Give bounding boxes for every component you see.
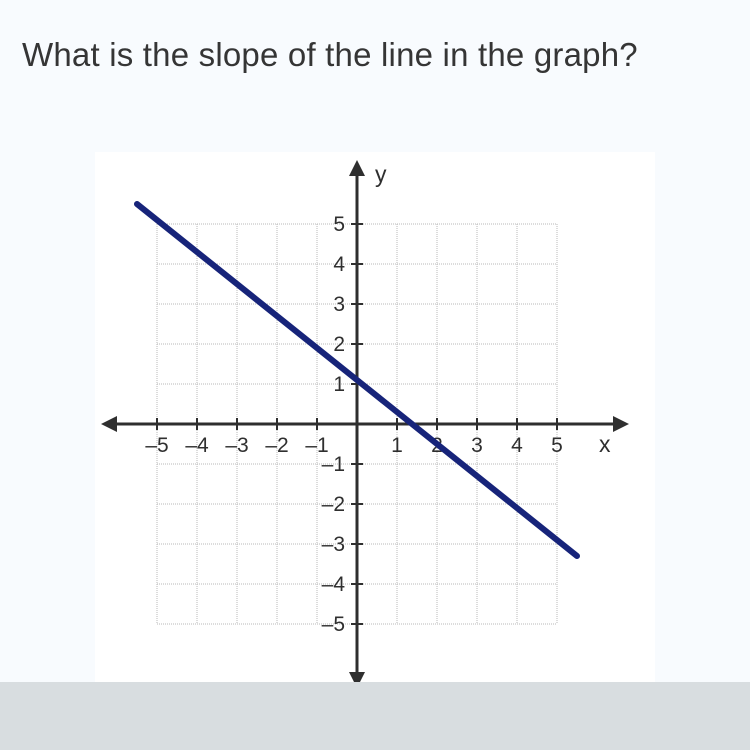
y-tick-label: 2	[333, 333, 345, 356]
arrowhead-icon	[349, 672, 365, 682]
y-tick-label: –5	[322, 613, 345, 636]
x-tick-label: –2	[265, 434, 288, 457]
graph-container: –5–4–3–2–112345–5–4–3–2–112345yx	[95, 152, 655, 682]
arrowhead-icon	[349, 160, 365, 176]
arrowhead-icon	[101, 416, 117, 432]
x-axis-label: x	[599, 431, 611, 457]
question-text: What is the slope of the line in the gra…	[0, 8, 750, 92]
axis-labels: yx	[375, 161, 611, 457]
y-tick-label: –2	[322, 493, 345, 516]
y-tick-label: –1	[322, 453, 345, 476]
x-tick-label: 4	[511, 434, 523, 457]
x-tick-label: –4	[185, 434, 209, 457]
x-tick-label: 5	[551, 434, 563, 457]
arrowhead-icon	[613, 416, 629, 432]
question-card: What is the slope of the line in the gra…	[0, 0, 750, 682]
y-tick-label: –4	[322, 573, 346, 596]
x-tick-label: 1	[391, 434, 403, 457]
x-tick-label: 3	[471, 434, 483, 457]
y-tick-label: 4	[333, 253, 345, 276]
x-tick-label: –5	[145, 434, 168, 457]
y-tick-label: 1	[333, 373, 345, 396]
y-axis-label: y	[375, 161, 387, 187]
y-tick-label: 3	[333, 293, 345, 316]
y-tick-label: –3	[322, 533, 345, 556]
y-tick-label: 5	[333, 213, 345, 236]
x-tick-label: –3	[225, 434, 248, 457]
coordinate-graph: –5–4–3–2–112345–5–4–3–2–112345yx	[95, 152, 655, 682]
